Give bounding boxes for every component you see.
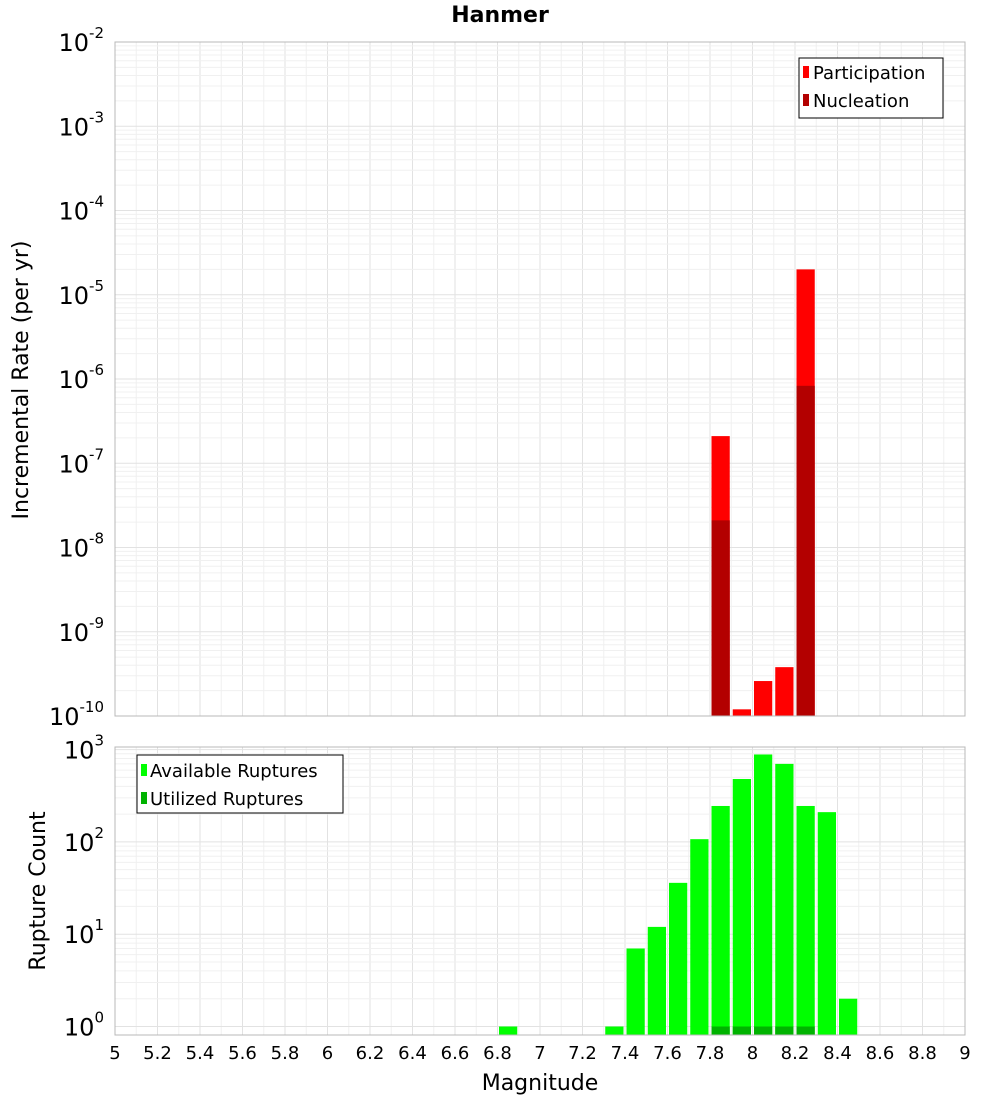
x-tick-label: 7 [534, 1043, 545, 1064]
count-bar-available-ruptures [754, 754, 773, 1035]
x-tick-label: 5.2 [143, 1043, 172, 1064]
x-axis-ticks: 5 5.2 5.4 5.6 5.8 6 6.2 6.4 6.6 6.8 7 7.2 7.4 7.6 7.8 8… [109, 1043, 970, 1064]
legend-label-available-ruptures: Available Ruptures [150, 761, 318, 782]
bottom-legend-box [136, 754, 344, 814]
y-tick-label: 102 [64, 824, 104, 857]
y-tick-label: 10-10 [49, 698, 104, 731]
x-tick-label: 8.6 [866, 1043, 895, 1064]
x-tick-label: 5.8 [271, 1043, 300, 1064]
rate-bar-nucleation [796, 385, 815, 716]
y-tick-label: 10-3 [58, 108, 104, 141]
count-bar-available-ruptures [839, 998, 858, 1035]
x-tick-label: 9 [959, 1043, 970, 1064]
top-legend-box [798, 57, 944, 119]
top-panel-bars [711, 269, 815, 716]
x-tick-label: 7.2 [568, 1043, 597, 1064]
bottom-panel-bars [499, 754, 858, 1035]
y-tick-label: 10-5 [58, 277, 104, 310]
count-bar-available-ruptures [732, 779, 751, 1035]
rate-bar-participation [754, 681, 773, 716]
y-tick-label: 10-7 [58, 445, 104, 478]
count-bar-available-ruptures [796, 805, 815, 1035]
x-tick-label: 6.8 [483, 1043, 512, 1064]
x-tick-label: 8.4 [823, 1043, 852, 1064]
count-bar-utilized-ruptures [732, 1026, 751, 1035]
rate-bar-nucleation [711, 520, 730, 716]
top-legend: Participation Nucleation [798, 57, 944, 119]
legend-swatch-nucleation [803, 94, 809, 106]
x-tick-label: 5 [109, 1043, 120, 1064]
x-axis-label: Magnitude [482, 1071, 599, 1096]
x-tick-label: 6.6 [441, 1043, 470, 1064]
y-tick-label: 10-9 [58, 614, 104, 647]
top-y-axis-ticks: 10-10 10-9 10-8 10-7 10-6 10-5 10-4 10-3 10-2 [49, 24, 104, 731]
count-bar-available-ruptures [669, 882, 688, 1035]
count-bar-available-ruptures [647, 926, 666, 1035]
count-bar-available-ruptures [626, 948, 645, 1035]
legend-label-nucleation: Nucleation [813, 91, 909, 112]
y-tick-label: 100 [64, 1009, 104, 1042]
chart-title: Hanmer [451, 3, 549, 28]
top-y-axis-label: Incremental Rate (per yr) [9, 241, 34, 520]
count-bar-available-ruptures [711, 805, 730, 1035]
x-tick-label: 8.8 [908, 1043, 937, 1064]
count-bar-available-ruptures [775, 763, 794, 1035]
count-bar-utilized-ruptures [754, 1026, 773, 1035]
legend-swatch-available-ruptures [141, 764, 147, 776]
top-plot-frame [114, 41, 966, 717]
x-tick-label: 6.2 [356, 1043, 385, 1064]
legend-swatch-utilized-ruptures [141, 792, 147, 804]
x-tick-label: 5.4 [186, 1043, 215, 1064]
bottom-y-axis-ticks: 100 101 102 103 [64, 732, 104, 1042]
y-tick-label: 10-2 [58, 24, 104, 57]
x-tick-label: 7.6 [653, 1043, 682, 1064]
x-tick-label: 5.6 [228, 1043, 257, 1064]
count-bar-utilized-ruptures [796, 1026, 815, 1035]
x-tick-label: 7.4 [611, 1043, 640, 1064]
bottom-plot-frame [114, 746, 966, 1036]
x-tick-label: 6 [322, 1043, 333, 1064]
x-tick-label: 6.4 [398, 1043, 427, 1064]
y-tick-label: 101 [64, 916, 104, 949]
count-bar-utilized-ruptures [775, 1026, 794, 1035]
x-tick-label: 8 [747, 1043, 758, 1064]
bottom-y-axis-label: Rupture Count [26, 811, 51, 971]
y-tick-label: 10-6 [58, 361, 104, 394]
rate-bar-participation [775, 667, 794, 716]
rate-bar-participation [732, 709, 751, 716]
y-tick-label: 10-4 [58, 193, 104, 226]
legend-label-participation: Participation [813, 63, 925, 84]
count-bar-available-ruptures [817, 812, 836, 1035]
top-panel-grid [114, 41, 966, 717]
bottom-legend: Available Ruptures Utilized Ruptures [136, 754, 344, 814]
count-bar-available-ruptures [605, 1026, 624, 1035]
legend-label-utilized-ruptures: Utilized Ruptures [150, 789, 303, 810]
count-bar-available-ruptures [499, 1026, 518, 1035]
x-tick-label: 7.8 [696, 1043, 725, 1064]
count-bar-available-ruptures [690, 839, 709, 1035]
y-tick-label: 10-8 [58, 530, 104, 563]
count-bar-utilized-ruptures [711, 1026, 730, 1035]
y-tick-label: 103 [64, 732, 104, 765]
x-tick-label: 8.2 [781, 1043, 810, 1064]
legend-swatch-participation [803, 66, 809, 78]
